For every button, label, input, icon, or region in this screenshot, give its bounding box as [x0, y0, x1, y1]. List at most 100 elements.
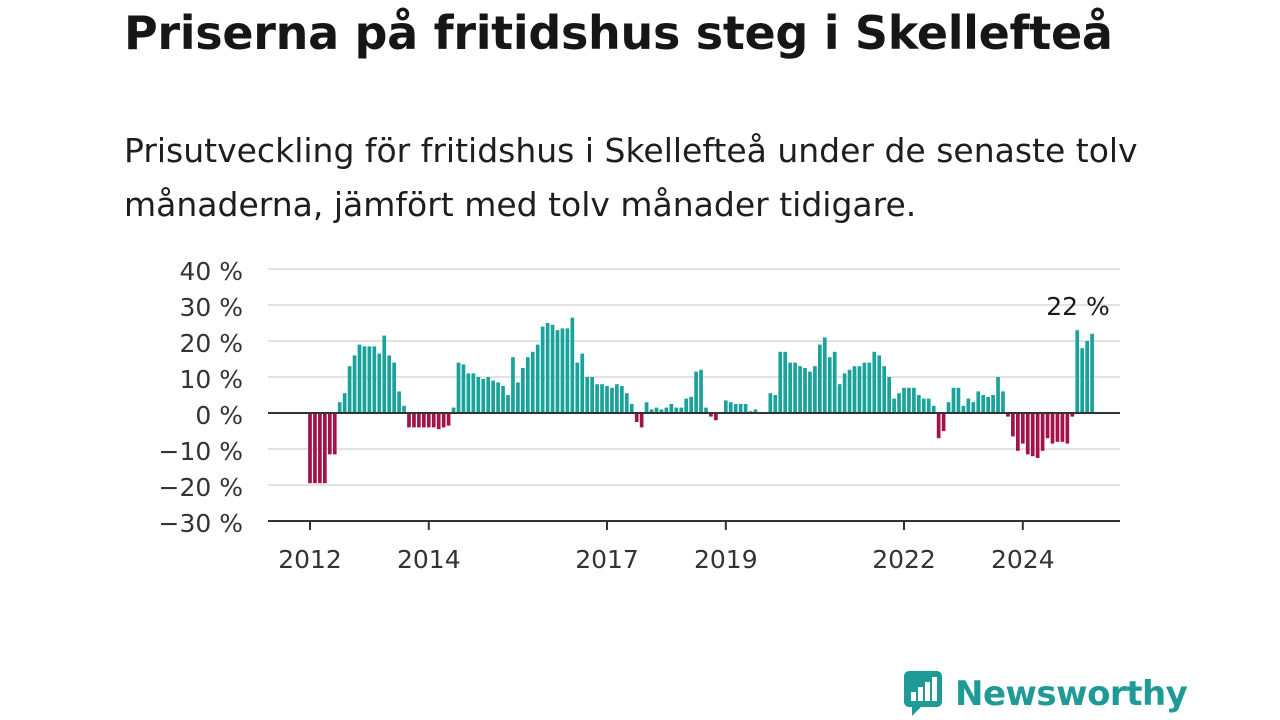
bar [709, 413, 713, 417]
bar [367, 346, 372, 413]
bar [946, 402, 951, 413]
bar [530, 351, 535, 413]
bar [1070, 413, 1075, 417]
bar [981, 395, 986, 413]
bar [1045, 413, 1050, 439]
bar [565, 328, 570, 413]
y-tick-label: −30 % [159, 509, 243, 538]
bar [1006, 413, 1010, 417]
y-tick-label: 30 % [179, 293, 243, 322]
bar [620, 386, 624, 413]
bar [412, 413, 416, 428]
bar [605, 386, 609, 413]
bar [392, 362, 396, 413]
bar [768, 393, 773, 413]
bar [1020, 413, 1025, 444]
bar [1080, 348, 1085, 413]
bar [971, 402, 976, 413]
bar [516, 382, 520, 413]
bar [352, 355, 357, 413]
bar [590, 377, 594, 413]
bar [629, 404, 634, 413]
bar [337, 402, 342, 413]
bar [926, 398, 931, 413]
bar [600, 384, 604, 413]
bar [535, 344, 540, 413]
bar [704, 407, 708, 413]
bar [610, 387, 614, 413]
bar [1030, 413, 1035, 457]
bar [936, 413, 941, 439]
bar [461, 364, 466, 413]
bar [882, 366, 887, 413]
y-tick-label: 0 % [195, 401, 243, 430]
bar [837, 384, 842, 413]
bar [1001, 391, 1005, 413]
newsworthy-logo-icon [904, 671, 942, 716]
bar [649, 409, 654, 413]
y-tick-label: 40 % [179, 257, 243, 286]
bar [327, 413, 332, 455]
bar [674, 407, 679, 413]
bar [525, 357, 530, 413]
bar [332, 413, 337, 455]
bar [991, 395, 995, 413]
bar [872, 351, 877, 413]
bar [966, 398, 971, 413]
brand-name: Newsworthy [955, 674, 1188, 714]
bar [644, 402, 649, 413]
bar [773, 395, 778, 413]
bar [996, 377, 1000, 413]
bar [847, 369, 852, 413]
bar [669, 404, 674, 413]
bar [753, 409, 758, 413]
bar [496, 382, 500, 413]
bar [783, 351, 788, 413]
bar [892, 398, 896, 413]
bar [664, 407, 669, 413]
bar [743, 404, 748, 413]
bar [377, 353, 382, 413]
bar [976, 391, 981, 413]
bar [426, 413, 431, 428]
bar [733, 404, 738, 413]
bar [1060, 413, 1065, 442]
bar [728, 402, 733, 413]
bar [476, 377, 481, 413]
bar [808, 371, 812, 413]
y-tick-label: 20 % [179, 329, 243, 358]
bar [1035, 413, 1040, 458]
bar [679, 407, 684, 413]
bar [827, 357, 832, 413]
bar [342, 393, 347, 413]
bar [714, 413, 718, 421]
bar [323, 413, 327, 484]
bar [1040, 413, 1045, 451]
bar [659, 409, 664, 413]
bar [501, 386, 505, 413]
bar [961, 405, 966, 413]
bar [511, 357, 515, 413]
bar [634, 413, 639, 422]
bar [560, 328, 565, 413]
x-tick-label: 2014 [397, 545, 461, 574]
bar [907, 387, 911, 413]
bar [486, 377, 491, 413]
value-annotation: 22 % [1046, 292, 1110, 321]
bar [397, 391, 401, 413]
bar [887, 377, 891, 413]
bar [417, 413, 421, 428]
y-tick-label: −20 % [159, 473, 243, 502]
bar [362, 346, 367, 413]
bar [986, 396, 990, 413]
bar [862, 362, 867, 413]
bar [555, 330, 560, 413]
bar [318, 413, 322, 484]
bar [1011, 413, 1015, 437]
bar [951, 387, 956, 413]
bar [1085, 341, 1089, 413]
bar [694, 371, 698, 413]
bar [803, 368, 807, 413]
bar [357, 344, 362, 413]
